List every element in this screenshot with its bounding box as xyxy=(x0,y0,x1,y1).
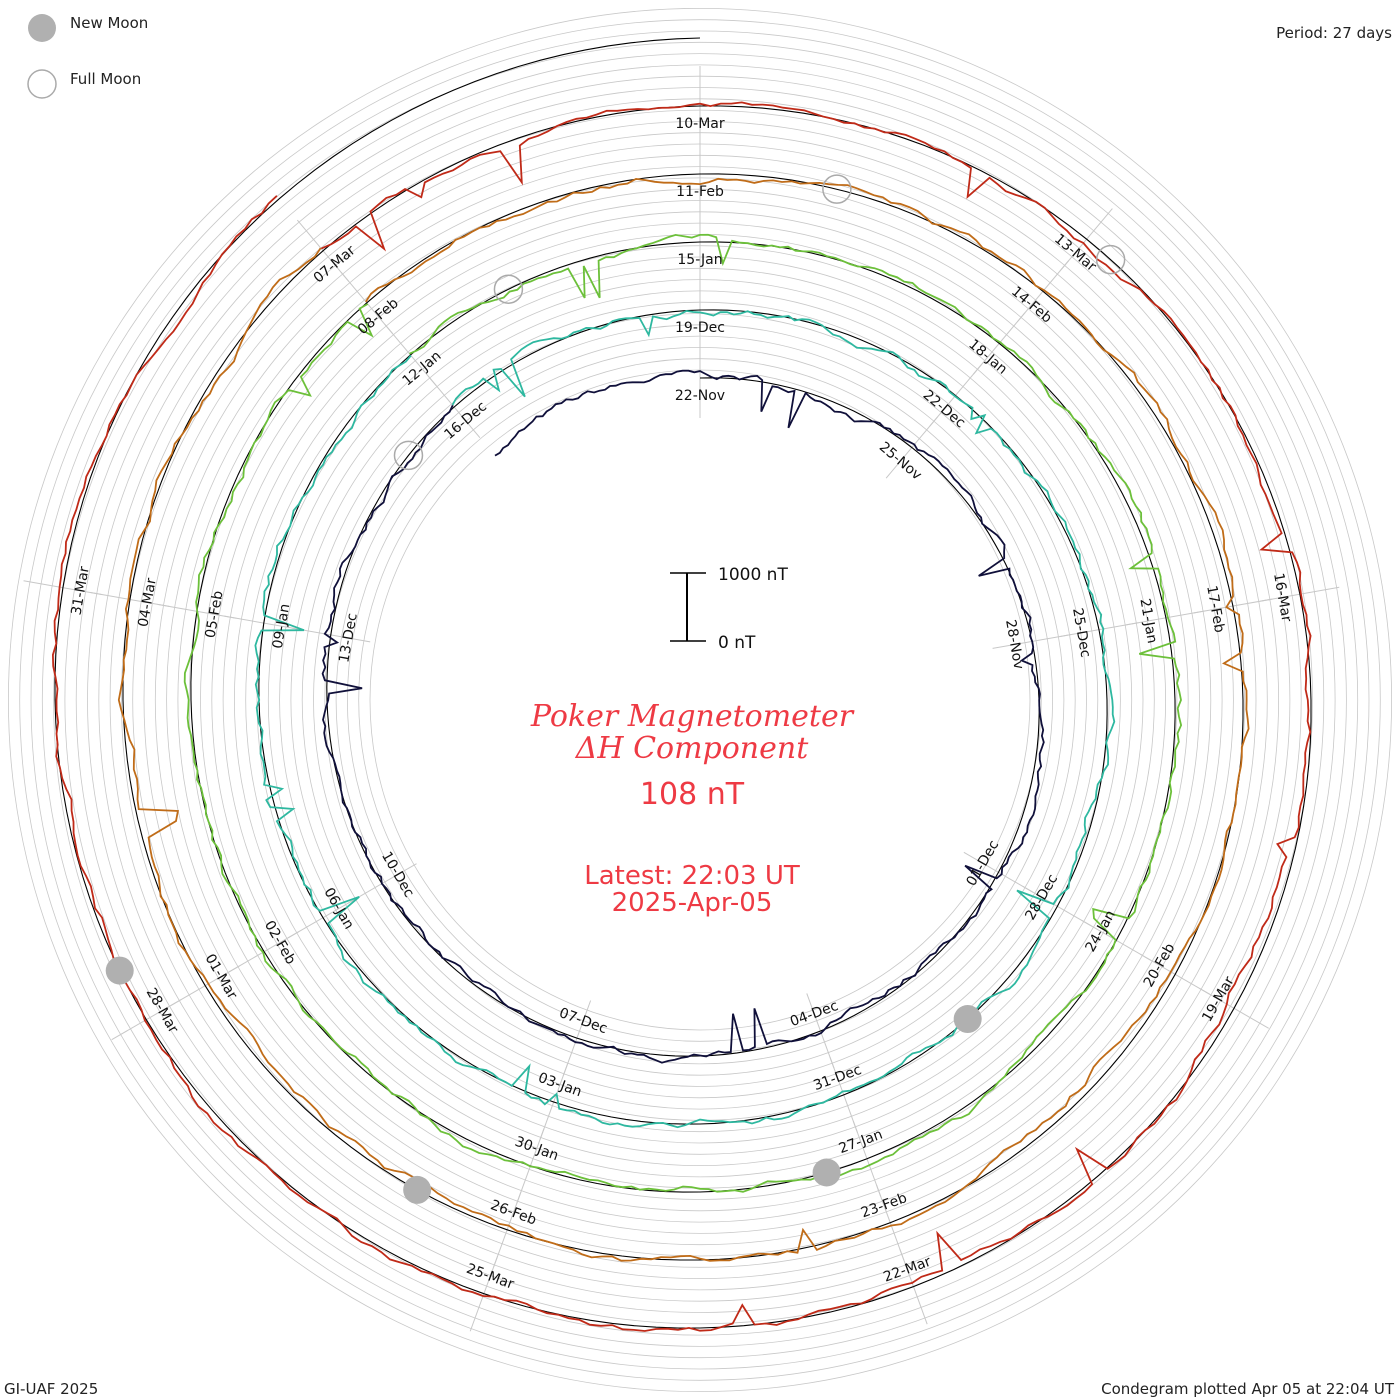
latest-time: Latest: 22:03 UT xyxy=(584,861,800,891)
date-label: 25-Dec xyxy=(1069,607,1093,659)
date-label: 14-Feb xyxy=(1008,284,1055,327)
date-label: 22-Nov xyxy=(675,388,725,404)
date-label: 11-Feb xyxy=(676,184,724,200)
new-moon-marker xyxy=(403,1175,432,1204)
full-moon-marker xyxy=(493,274,524,304)
date-label: 16-Mar xyxy=(1270,572,1294,624)
date-label: 13-Dec xyxy=(336,612,360,664)
series-trace xyxy=(321,369,1045,1064)
series-trace xyxy=(183,233,1183,1193)
new-moon-marker xyxy=(812,1158,841,1187)
series-trace xyxy=(117,177,1250,1262)
new-moon-legend-icon xyxy=(28,14,56,42)
full-moon-legend-label: Full Moon xyxy=(70,70,141,88)
chart-title-line1: Poker Magnetometer xyxy=(530,699,855,734)
date-label: 22-Dec xyxy=(920,387,969,431)
new-moon-marker xyxy=(953,1005,982,1034)
date-label: 07-Mar xyxy=(311,242,359,286)
latest-date: 2025-Apr-05 xyxy=(612,888,773,918)
date-label: 01-Mar xyxy=(202,951,241,1002)
grid-ring xyxy=(53,53,1347,1347)
current-value: 108 nT xyxy=(640,777,745,812)
moon-markers xyxy=(105,174,1126,1204)
chart-title-line2: ΔH Component xyxy=(575,731,809,766)
date-label: 10-Dec xyxy=(378,849,417,900)
grid-ring xyxy=(41,41,1359,1359)
full-moon-marker xyxy=(822,174,852,204)
date-label: 15-Jan xyxy=(677,252,722,268)
date-label: 19-Mar xyxy=(1199,974,1238,1025)
date-label: 31-Dec xyxy=(811,1062,863,1094)
date-label: 21-Jan xyxy=(1136,597,1160,644)
date-label: 10-Mar xyxy=(675,116,725,132)
grid-ring xyxy=(19,19,1381,1381)
series-trace xyxy=(51,101,1312,1332)
spiral-baseline-path xyxy=(54,37,1312,1329)
date-label: 19-Dec xyxy=(675,320,725,336)
date-label: 04-Mar xyxy=(135,577,159,629)
date-label: 25-Mar xyxy=(464,1261,516,1293)
new-moon-marker xyxy=(105,956,134,985)
credit-label: GI-UAF 2025 xyxy=(4,1380,98,1398)
date-label: 17-Feb xyxy=(1203,584,1227,634)
date-label: 28-Nov xyxy=(1002,618,1026,670)
grid-ring xyxy=(64,64,1336,1336)
date-label: 31-Mar xyxy=(69,565,93,617)
full-moon-legend-icon xyxy=(27,69,57,99)
date-label: 18-Jan xyxy=(965,336,1010,377)
date-label: 25-Nov xyxy=(876,439,925,484)
period-label: Period: 27 days xyxy=(1276,24,1392,42)
grid-ring xyxy=(8,8,1392,1392)
scale-top-label: 1000 nT xyxy=(718,565,788,585)
grid-ring xyxy=(30,30,1370,1370)
full-moon-marker xyxy=(393,440,424,471)
date-label: 28-Dec xyxy=(1022,872,1061,923)
date-label: 05-Feb xyxy=(203,589,227,639)
plotted-label: Condegram plotted Apr 05 at 22:04 UT xyxy=(1101,1380,1395,1398)
date-label: 09-Jan xyxy=(270,603,294,650)
new-moon-legend-label: New Moon xyxy=(70,14,148,32)
spiral-baseline xyxy=(54,37,1312,1329)
full-moon-marker xyxy=(1095,244,1126,275)
scale-bottom-label: 0 nT xyxy=(718,633,756,653)
grid-rings xyxy=(8,8,1392,1392)
date-label: 28-Mar xyxy=(143,985,182,1036)
date-label: 03-Jan xyxy=(536,1070,584,1101)
